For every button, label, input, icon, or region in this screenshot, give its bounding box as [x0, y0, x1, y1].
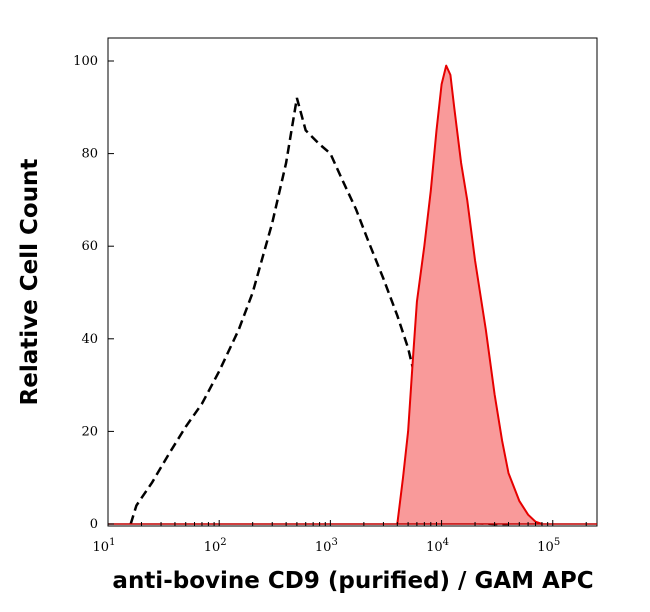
y-tick-label: 0 [90, 517, 98, 532]
series-1-line [396, 64, 543, 525]
y-tick-label: 20 [81, 424, 98, 439]
x-tick-label: 102 [204, 537, 227, 555]
y-tick-label: 60 [81, 239, 98, 254]
x-tick-label: 104 [426, 537, 449, 555]
x-axis-ticks: 101 102 103 104 105 [93, 520, 587, 555]
plot-frame [107, 37, 598, 527]
y-tick-label: 100 [73, 54, 98, 69]
y-axis-ticks: 0 20 40 60 80 100 [73, 54, 114, 532]
y-tick-label: 40 [81, 332, 98, 347]
x-tick-label: 105 [537, 537, 560, 555]
x-tick-label: 101 [93, 537, 116, 555]
x-tick-label: 103 [315, 537, 338, 555]
series-0-line [129, 97, 509, 526]
y-tick-label: 80 [81, 147, 98, 162]
series-1-fill [397, 65, 542, 524]
x-axis-title: anti-bovine CD9 (purified) / GAM APC [112, 568, 593, 594]
series-layer [108, 64, 597, 526]
y-axis-title: Relative Cell Count [17, 159, 43, 406]
